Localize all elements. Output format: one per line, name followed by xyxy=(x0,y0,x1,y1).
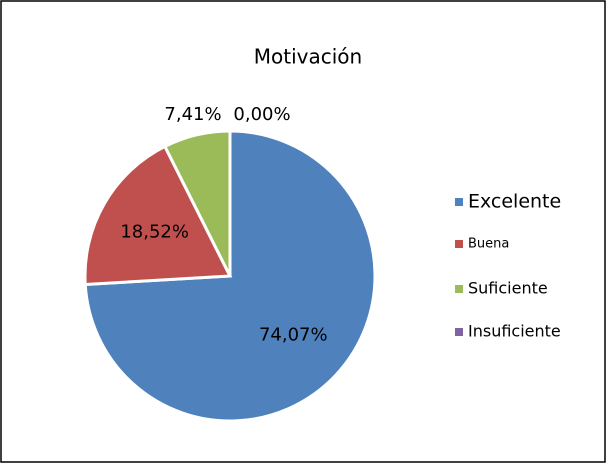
legend-swatch xyxy=(455,240,463,248)
legend-swatch xyxy=(455,328,463,336)
legend-label: Insuficiente xyxy=(468,322,561,341)
data-label: 0,00% xyxy=(233,104,290,125)
legend-label: Suficiente xyxy=(468,279,548,298)
legend-swatch xyxy=(455,198,463,206)
chart-title: Motivación xyxy=(254,45,362,69)
data-label: 18,52% xyxy=(120,222,189,243)
data-label: 74,07% xyxy=(259,325,328,346)
legend-label: Buena xyxy=(468,237,509,252)
legend-swatch xyxy=(455,285,463,293)
legend-label: Excelente xyxy=(468,191,561,213)
data-label: 7,41% xyxy=(164,104,221,125)
pie-slice xyxy=(83,144,233,287)
